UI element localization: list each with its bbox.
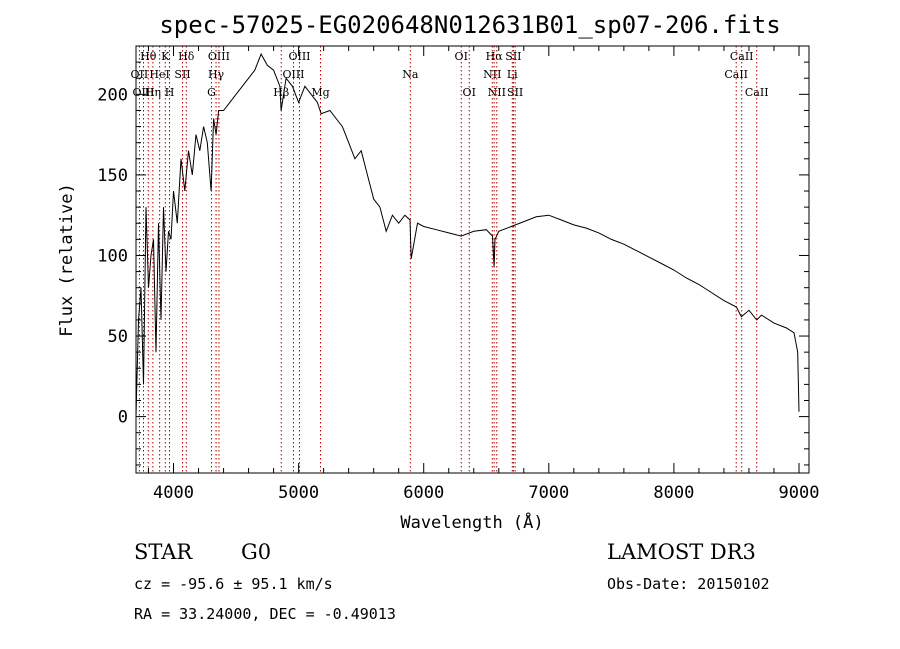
y-axis-ticks: 0 50 100 150 200	[97, 45, 809, 466]
y-tick-label: 150	[97, 166, 128, 186]
spectral-line-label: G	[207, 86, 216, 99]
spectral-line-label: Hη	[145, 86, 161, 99]
x-tick-label: 6000	[403, 483, 444, 503]
x-axis-label: Wavelength (Å)	[400, 511, 543, 533]
spectral-line-label: OIII	[208, 50, 230, 63]
survey-name: LAMOST DR3	[607, 540, 756, 564]
spectral-line-label: HeI	[149, 68, 169, 81]
spectral-line-label: Mg	[311, 86, 329, 99]
x-tick-label: 9000	[779, 483, 820, 503]
spectral-line-label: OIII	[288, 50, 310, 63]
object-subclass: G0	[241, 540, 271, 564]
spectral-line-label: Hα	[486, 50, 504, 63]
spectral-line-label: Hδ	[178, 50, 195, 63]
spectral-line-label: OI	[463, 86, 476, 99]
y-axis-label: Flux (relative)	[57, 183, 77, 337]
spectral-line-label: NII	[488, 86, 506, 99]
y-tick-label: 100	[97, 246, 128, 266]
spectral-line-label: Hγ	[208, 68, 225, 81]
y-tick-label: 0	[118, 408, 128, 428]
x-tick-label: 5000	[278, 483, 319, 503]
coordinates-text: RA = 33.24000, DEC = -0.49013	[134, 605, 396, 623]
spectral-line-label: OI	[455, 50, 468, 63]
y-tick-label: 50	[108, 327, 128, 347]
spectral-line-markers	[138, 46, 758, 473]
spectral-line-label: OII	[131, 68, 149, 81]
object-class: STAR	[134, 540, 193, 564]
spectral-line-label: CaII	[730, 50, 754, 63]
plot-frame	[135, 45, 810, 474]
spectral-line-label: CaII	[724, 68, 748, 81]
x-tick-label: 8000	[653, 483, 694, 503]
chart-title: spec-57025-EG020648N012631B01_sp07-206.f…	[159, 11, 780, 39]
obs-date-text: Obs-Date: 20150102	[607, 575, 770, 593]
spectral-line-label: Hθ	[140, 50, 157, 63]
spectrum-series-line	[135, 52, 800, 417]
spectral-line-label: Li	[507, 68, 518, 81]
x-tick-label: 4000	[153, 483, 194, 503]
spectral-line-label: SII	[505, 50, 521, 63]
spectral-line-label: Hβ	[273, 86, 289, 99]
spectral-line-label: SII	[507, 86, 523, 99]
x-tick-label: 7000	[528, 483, 569, 503]
spectral-line-label: Na	[402, 68, 419, 81]
redshift-text: cz = -95.6 ± 95.1 km/s	[134, 575, 333, 593]
spectral-line-label: H	[165, 86, 175, 99]
spectral-line-label: K	[161, 50, 170, 63]
spectral-line-label: OIII	[282, 68, 304, 81]
spectral-line-label: NII	[483, 68, 501, 81]
y-tick-label: 200	[97, 85, 128, 105]
spectral-line-label: CaII	[745, 86, 769, 99]
spectral-line-label: SII	[174, 68, 190, 81]
spectral-line-label: OIII	[132, 86, 154, 99]
x-axis-ticks: 4000 5000 6000 7000 8000 9000	[148, 46, 820, 503]
